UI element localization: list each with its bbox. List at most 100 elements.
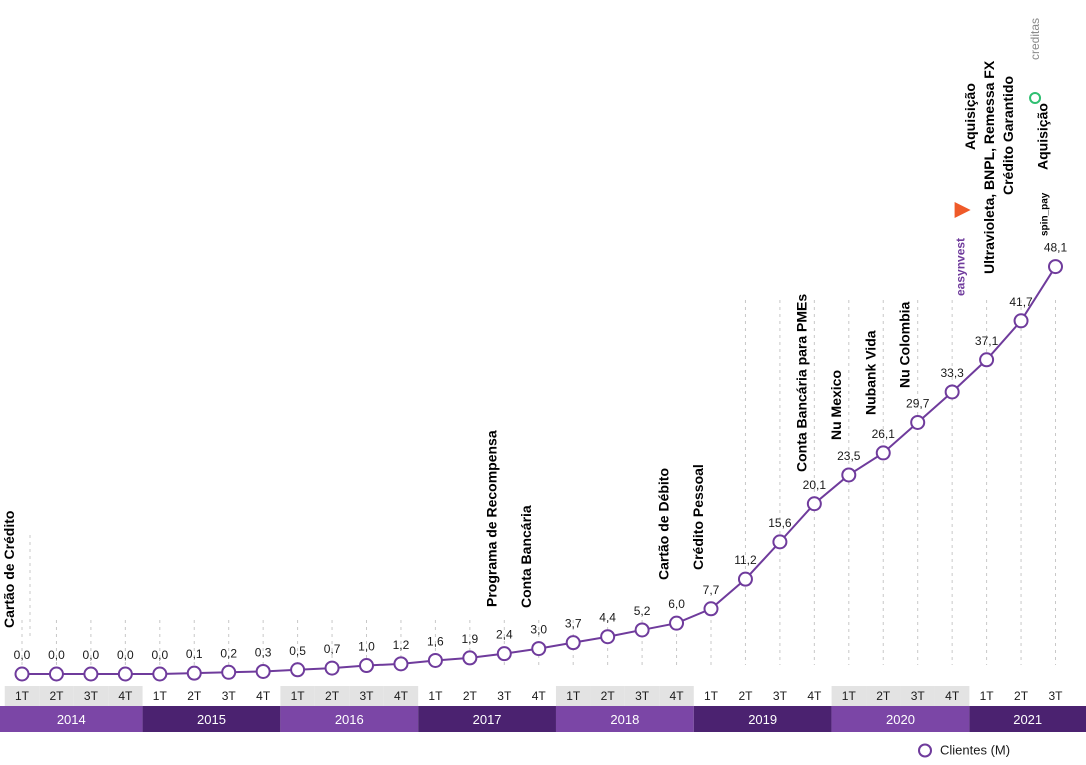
year-band — [280, 706, 419, 732]
event-label: Crédito Pessoal — [690, 464, 706, 570]
data-label: 26,1 — [872, 427, 896, 441]
data-point — [531, 641, 547, 657]
data-label: 23,5 — [837, 449, 861, 463]
quarter-cell-bg — [4, 686, 40, 706]
data-point — [600, 629, 616, 645]
data-label: 48,1 — [1044, 241, 1068, 255]
data-label: 0,0 — [151, 648, 168, 662]
data-point — [427, 652, 443, 668]
data-point — [324, 660, 340, 676]
quarter-tick-label: 3T — [911, 689, 926, 703]
data-point — [772, 534, 788, 550]
data-point — [359, 658, 374, 674]
year-band — [831, 706, 970, 732]
year-label: 2014 — [57, 712, 86, 727]
acquisition-logos: easynvest creditas spin_pay — [954, 18, 1051, 296]
quarter-tick-label: 2T — [325, 689, 340, 703]
data-point — [1013, 313, 1029, 329]
event-label: Aquisição — [962, 83, 978, 150]
data-label: 4,4 — [599, 611, 616, 625]
data-label: 3,0 — [530, 623, 547, 637]
quarter-tick-label: 2T — [49, 689, 64, 703]
quarter-tick-label: 4T — [532, 689, 547, 703]
year-label: 2015 — [197, 712, 226, 727]
data-point — [669, 615, 685, 631]
quarter-tick-label: 2T — [463, 689, 478, 703]
quarter-year-axis: 1T 2T 3T 4T 1T 2T 3T 4T 1T 2T 3T 4T 1T 2T 3T 4T 1T 2T 3T 4T… — [0, 686, 1086, 732]
value-labels: 0,0 0,0 0,0 0,0 0,0 0,1 0,2 0,3 0,5 0,7 1,0 1,2 1,6 1… — [14, 241, 1068, 662]
data-label: 0,7 — [324, 642, 341, 656]
quarter-tick-label: 4T — [945, 689, 960, 703]
year-label: 2016 — [335, 712, 364, 727]
data-label: 37,1 — [975, 334, 999, 348]
quarter-tick-label: 3T — [1048, 689, 1063, 703]
easynvest-logo: easynvest — [954, 238, 968, 296]
data-point — [462, 650, 478, 666]
quarter-tick-label: 1T — [704, 689, 719, 703]
quarter-tick-label: 1T — [842, 689, 857, 703]
event-label: Programa de Recompensa — [483, 430, 499, 607]
quarter-tick-label: 2T — [187, 689, 202, 703]
quarter-tick-label: 3T — [359, 689, 374, 703]
data-point — [841, 467, 857, 483]
data-point — [48, 666, 64, 682]
quarter-tick-label: 4T — [118, 689, 133, 703]
quarter-tick-label: 3T — [773, 689, 788, 703]
data-label: 7,7 — [703, 583, 720, 597]
event-label: Cartão de Débito — [656, 468, 672, 580]
data-point — [496, 646, 512, 662]
data-point — [14, 666, 30, 682]
quarter-tick-label: 3T — [84, 689, 99, 703]
data-point — [634, 622, 650, 638]
year-label: 2017 — [473, 712, 502, 727]
year-band — [418, 706, 556, 732]
data-label: 6,0 — [668, 597, 685, 611]
event-guides — [21, 300, 1056, 665]
creditas-logo-icon — [1029, 92, 1042, 104]
quarter-tick-label: 2T — [1014, 689, 1029, 703]
data-label: 41,7 — [1009, 295, 1033, 309]
data-label: 0,0 — [14, 648, 31, 662]
creditas-logo: creditas — [1028, 18, 1042, 60]
data-point — [255, 663, 271, 679]
data-label: 5,2 — [634, 604, 651, 618]
data-point — [703, 601, 719, 617]
quarter-cell-bg — [108, 686, 143, 706]
quarter-cell-bg — [280, 686, 315, 706]
data-point — [221, 664, 237, 680]
year-band — [693, 706, 832, 732]
data-point — [806, 496, 822, 512]
year-label: 2018 — [610, 712, 639, 727]
legend: Clientes (M) — [918, 743, 1010, 758]
quarter-cell-bg — [831, 686, 867, 706]
data-point — [737, 571, 753, 587]
year-label: 2020 — [886, 712, 915, 727]
quarter-tick-label: 1T — [566, 689, 581, 703]
quarter-cell-bg — [555, 686, 591, 706]
quarter-cell-bg — [349, 686, 384, 706]
event-label: Conta Bancária para PMEs — [793, 294, 809, 472]
quarter-cell-bg — [900, 686, 935, 706]
data-point — [152, 666, 168, 682]
data-label: 1,2 — [393, 638, 410, 652]
data-point — [910, 414, 926, 430]
data-label: 29,7 — [906, 396, 930, 410]
clients-series — [14, 259, 1063, 682]
data-label: 2,4 — [496, 628, 513, 642]
data-label: 20,1 — [803, 478, 827, 492]
data-label: 0,5 — [289, 644, 306, 658]
event-label: Nu Colombia — [897, 301, 913, 388]
easynvest-logo-icon — [954, 202, 971, 218]
quarter-cell-bg — [383, 686, 419, 706]
quarter-tick-label: 1T — [291, 689, 306, 703]
data-point — [979, 352, 995, 368]
event-label: Ultravioleta, BNPL, Remessa FX — [981, 60, 997, 274]
quarter-cell-bg — [73, 686, 109, 706]
data-label: 33,3 — [940, 366, 964, 380]
event-label: Cartão de Crédito — [1, 511, 17, 628]
quarter-tick-label: 4T — [394, 689, 409, 703]
quarter-tick-label: 4T — [670, 689, 685, 703]
data-label: 3,7 — [565, 617, 582, 631]
quarter-tick-label: 2T — [738, 689, 753, 703]
